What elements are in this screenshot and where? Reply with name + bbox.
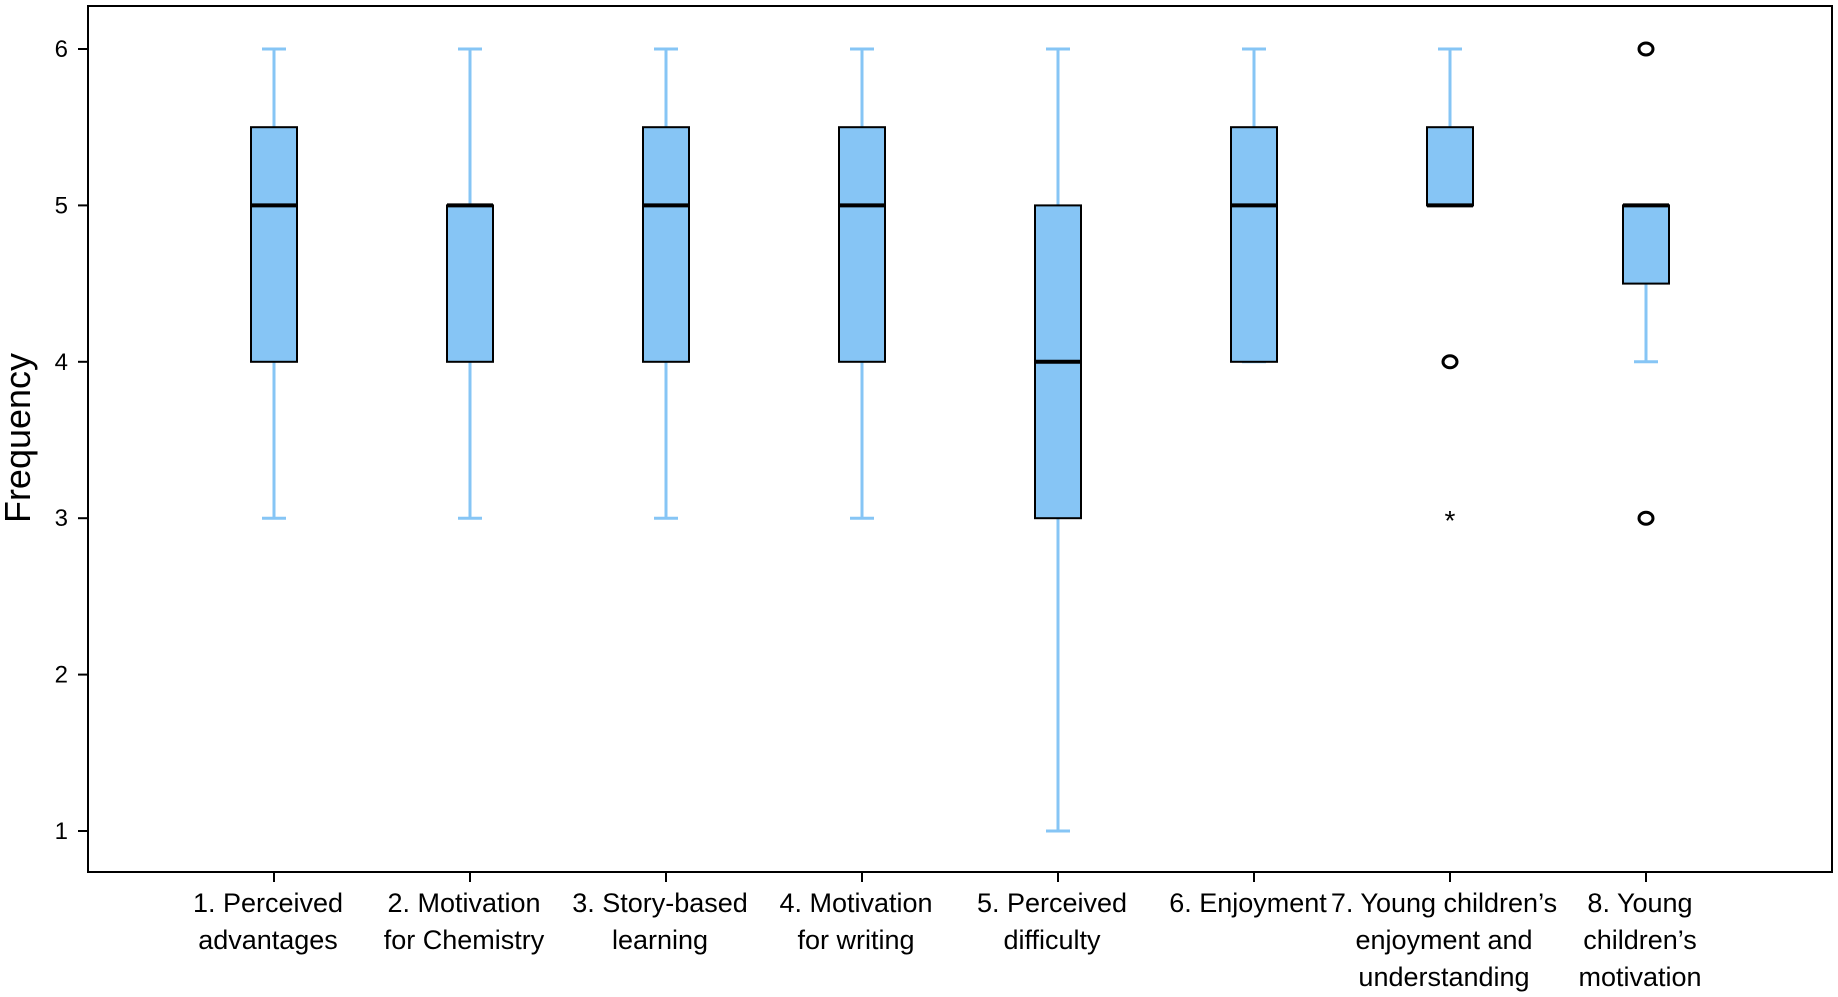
y-axis-label: Frequency [0,353,38,523]
x-category-label-line: 3. Story-based [572,888,748,918]
outlier-star: * [1445,505,1456,536]
outlier-circle [1441,354,1459,370]
box-iqr [1622,204,1670,285]
box-iqr [250,126,298,363]
x-category-label-line: learning [612,925,708,955]
outlier-circle [1637,510,1655,526]
x-category-label: 6. Enjoyment [1169,888,1327,918]
y-axis-ticks: 1 2 3 4 5 6 [55,36,88,845]
x-category-label: 4. Motivation for writing [779,888,932,955]
x-category-label: 7. Young children’s enjoyment and understa… [1331,888,1557,992]
box-group [1034,47,1082,833]
box-iqr [1426,126,1474,207]
box-group [1230,47,1278,364]
x-category-label-line: for Chemistry [384,925,545,955]
y-tick-label: 3 [55,505,68,532]
x-category-label-line: motivation [1578,962,1701,992]
x-category-label-line: 4. Motivation [779,888,932,918]
x-category-label-line: 6. Enjoyment [1169,888,1327,918]
box-iqr [446,204,494,363]
box-iqr [642,126,690,363]
x-category-label-line: advantages [198,925,338,955]
x-category-label-line: difficulty [1003,925,1101,955]
x-category-label-line: 7. Young children’s [1331,888,1557,918]
x-category-label-line: children’s [1583,925,1697,955]
y-tick-label: 5 [55,192,68,219]
x-category-label-line: for writing [797,925,914,955]
box-iqr [838,126,886,363]
box-group: * [1426,47,1474,536]
box-group [1622,41,1670,526]
x-category-label-line: 2. Motivation [387,888,540,918]
x-category-label: 5. Perceived difficulty [977,888,1127,955]
box-group [642,47,690,520]
y-tick-label: 6 [55,36,68,63]
x-category-label-line: 5. Perceived [977,888,1127,918]
x-category-label: 2. Motivation for Chemistry [384,888,545,955]
y-tick-label: 2 [55,662,68,689]
x-category-label-line: 8. Young [1587,888,1692,918]
x-category-label-line: understanding [1358,962,1529,992]
x-category-label: 1. Perceived advantages [193,888,343,955]
x-category-label-line: 1. Perceived [193,888,343,918]
box-group [446,47,494,520]
x-category-label-line: enjoyment and [1355,925,1532,955]
box-series: * [250,41,1670,833]
outlier-circle [1637,41,1655,57]
x-category-label: 3. Story-based learning [572,888,748,955]
box-group [838,47,886,520]
x-axis-labels: 1. Perceived advantages 2. Motivation for C… [193,872,1702,992]
plot-frame [87,5,1833,873]
y-tick-label: 4 [55,349,68,376]
box-group [250,47,298,520]
box-iqr [1230,126,1278,363]
x-category-label: 8. Young children’s motivation [1578,888,1701,992]
y-tick-label: 1 [55,818,68,845]
